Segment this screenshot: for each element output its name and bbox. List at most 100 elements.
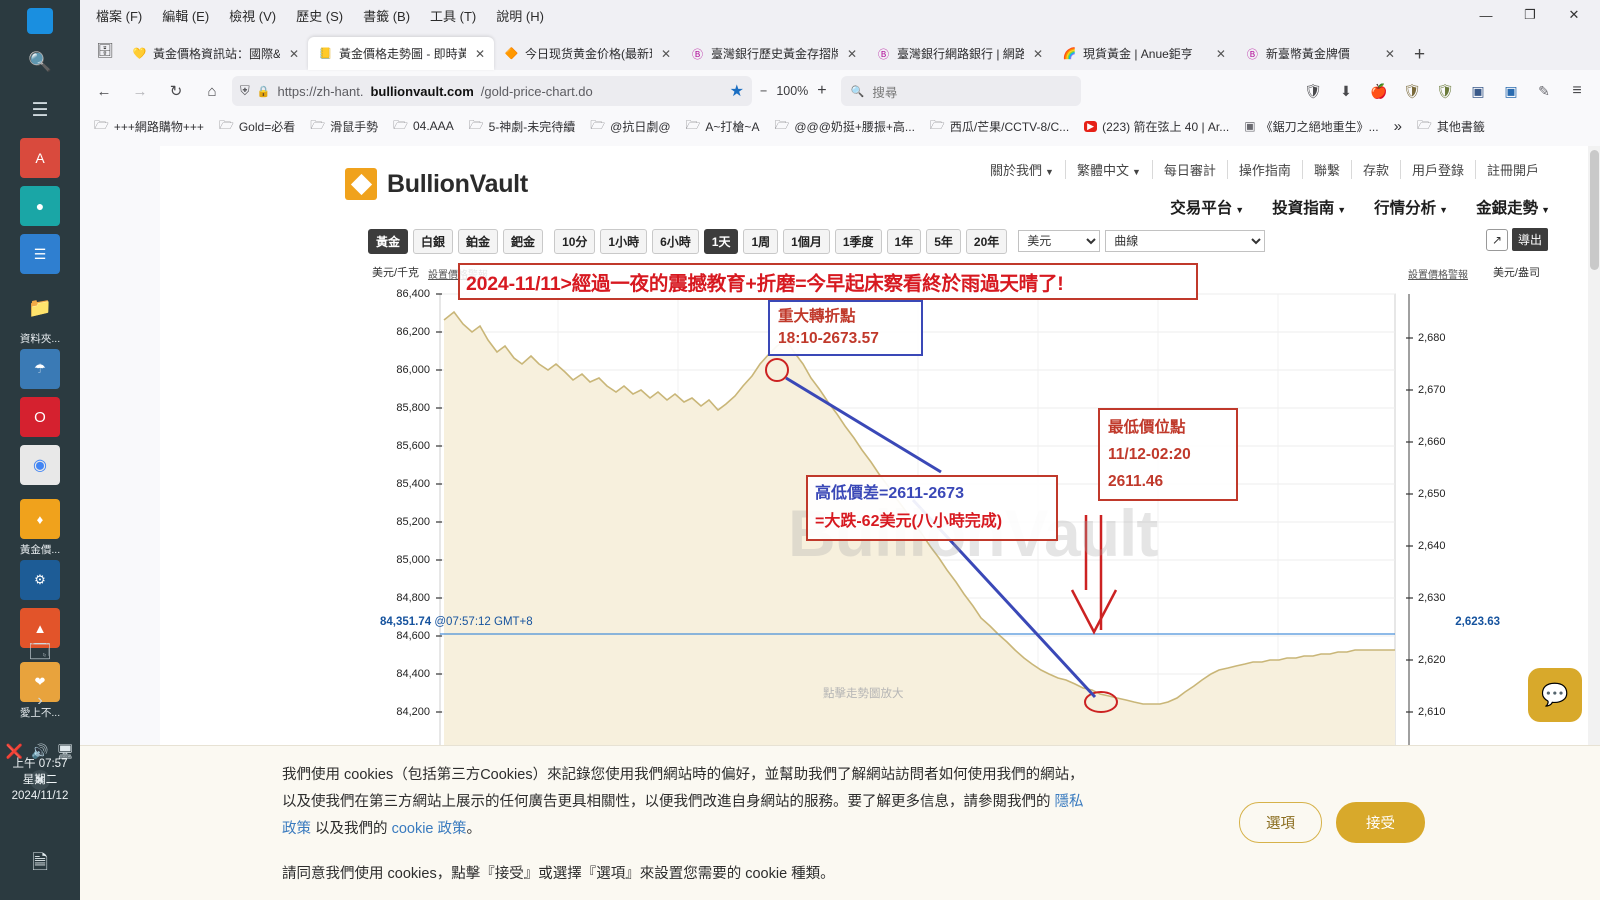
tab-close-icon[interactable]: ✕ bbox=[1032, 46, 1043, 61]
period-button-1month[interactable]: 1個月 bbox=[783, 228, 830, 254]
page-scrollbar[interactable] bbox=[1588, 146, 1600, 746]
bookmark-item-other[interactable]: 🗁 其他書籤 bbox=[1411, 114, 1491, 139]
chrome-icon[interactable]: ◉ bbox=[20, 445, 60, 485]
zoom-level[interactable]: 100% bbox=[776, 84, 809, 98]
top-nav-language[interactable]: 繁體中文 ▼ bbox=[1066, 160, 1153, 179]
cookie-options-button[interactable]: 選項 bbox=[1239, 802, 1322, 843]
search-icon[interactable]: 🔍 bbox=[28, 52, 52, 73]
minimize-button[interactable]: — bbox=[1479, 7, 1493, 23]
bookmark-item-8[interactable]: 🗁 西瓜/芒果/CCTV-8/C... bbox=[924, 114, 1075, 139]
task-view-icon[interactable]: ☰ bbox=[31, 99, 49, 121]
taskbar-item-gold-price[interactable]: ♦ 黃金價... bbox=[2, 495, 78, 556]
back-icon[interactable]: ← bbox=[96, 82, 112, 100]
currency-select[interactable]: 美元 bbox=[1018, 230, 1101, 252]
period-button-1week[interactable]: 1周 bbox=[743, 228, 779, 254]
browser-tab-6[interactable]: Ⓑ 新臺幣黃金牌價 ✕ bbox=[1235, 37, 1404, 70]
browser-tab-5[interactable]: 🌈 現貨黃金 | Anue鉅亨 ✕ bbox=[1052, 37, 1235, 70]
menu-help[interactable]: 說明 (H) bbox=[496, 8, 544, 24]
bookmark-item-9[interactable]: ▶ (223) 箭在弦上 40 | Ar... bbox=[1078, 116, 1235, 137]
zoom-in-button[interactable]: + bbox=[817, 82, 827, 99]
bookmarks-overflow-button[interactable]: » bbox=[1388, 116, 1408, 137]
privacy-policy-link[interactable]: 隱私政策 bbox=[282, 794, 1084, 837]
bookmark-item-3[interactable]: 🗁 04.AAA bbox=[387, 114, 460, 139]
bookmark-item-1[interactable]: 🗁 Gold=必看 bbox=[213, 114, 301, 139]
app-red-icon[interactable]: A bbox=[20, 138, 60, 178]
close-tray-icon[interactable]: ❌ bbox=[5, 743, 24, 759]
start-button-icon[interactable] bbox=[27, 8, 53, 34]
expand-chart-icon[interactable]: ↗ bbox=[1485, 228, 1508, 251]
nav-item-invest-guide[interactable]: 投資指南 ▼ bbox=[1272, 196, 1346, 218]
browser-tab-1[interactable]: 📒 黃金價格走勢圖 - 即時黃 ✕ bbox=[308, 37, 494, 70]
chat-support-button[interactable]: 💬 bbox=[1528, 668, 1582, 722]
export-button[interactable]: 導出 bbox=[1511, 228, 1548, 251]
browser-tab-2[interactable]: 🔶 今日现货黄金价格(最新现 ✕ bbox=[494, 37, 680, 70]
app-teal-icon[interactable]: ● bbox=[20, 186, 60, 226]
menu-edit[interactable]: 編輯 (E) bbox=[162, 8, 210, 24]
maximize-button[interactable]: ❐ bbox=[1524, 7, 1536, 22]
new-tab-button[interactable]: + bbox=[1413, 44, 1426, 65]
taskbar-item-folder[interactable]: 📁 資料夾... bbox=[2, 284, 78, 345]
tab-close-icon[interactable]: ✕ bbox=[1384, 46, 1395, 61]
metal-button-silver[interactable]: 白銀 bbox=[413, 228, 454, 254]
site-logo[interactable]: BullionVault bbox=[345, 168, 528, 200]
translate-icon[interactable]: ▣ bbox=[1504, 82, 1518, 99]
apple-extension-icon[interactable]: 🍎 bbox=[1370, 82, 1388, 99]
top-nav-deposit[interactable]: 存款 bbox=[1352, 160, 1401, 179]
period-button-10min[interactable]: 10分 bbox=[554, 228, 596, 254]
page-scrollbar-thumb[interactable] bbox=[1590, 150, 1599, 270]
nav-item-market-analysis[interactable]: 行情分析 ▼ bbox=[1374, 196, 1448, 218]
bookmark-item-6[interactable]: 🗁 A~打槍~A bbox=[680, 114, 766, 139]
brave-icon[interactable]: ▲ bbox=[20, 608, 60, 648]
display-icon[interactable]: 🖥 bbox=[56, 743, 75, 759]
top-nav-about[interactable]: 關於我們 ▼ bbox=[979, 160, 1066, 179]
shield-extension-icon[interactable]: 🛡 bbox=[1304, 82, 1322, 99]
metal-button-gold[interactable]: 黃金 bbox=[368, 228, 409, 254]
tab-close-icon[interactable]: ✕ bbox=[846, 46, 857, 61]
menu-history[interactable]: 歷史 (S) bbox=[296, 8, 344, 24]
notes-icon[interactable]: 🗔 bbox=[29, 641, 51, 663]
bookmark-star-icon[interactable]: ★ bbox=[729, 83, 744, 100]
period-button-5years[interactable]: 5年 bbox=[926, 228, 961, 254]
chart-style-select[interactable]: 曲線 bbox=[1105, 230, 1266, 252]
lock-icon[interactable]: 🔒 bbox=[256, 85, 271, 98]
browser-tab-4[interactable]: Ⓑ 臺灣銀行網路銀行 | 網路 ✕ bbox=[866, 37, 1052, 70]
cookie-accept-button[interactable]: 接受 bbox=[1336, 802, 1425, 843]
opera-icon[interactable]: O bbox=[20, 397, 60, 437]
zoom-out-button[interactable]: − bbox=[760, 84, 768, 98]
close-icon[interactable]: ✖ bbox=[30, 770, 50, 790]
period-button-20years[interactable]: 20年 bbox=[965, 228, 1008, 254]
list-all-tabs-icon[interactable]: 🗄 bbox=[96, 41, 114, 58]
close-button[interactable]: ✕ bbox=[1568, 7, 1580, 22]
tab-close-icon[interactable]: ✕ bbox=[288, 46, 299, 61]
tray-dismiss[interactable]: ✖ bbox=[0, 770, 80, 790]
tab-close-icon[interactable]: ✕ bbox=[660, 46, 671, 61]
shield-icon[interactable]: ⛨ bbox=[240, 83, 250, 98]
home-icon[interactable]: ⌂ bbox=[207, 82, 217, 100]
taskbar-clock[interactable]: 上午 07:57 星期二 2024/11/12 bbox=[0, 756, 80, 804]
tab-close-icon[interactable]: ✕ bbox=[474, 46, 485, 61]
top-nav-daily-audit[interactable]: 每日審計 bbox=[1153, 160, 1228, 179]
period-button-1year[interactable]: 1年 bbox=[886, 228, 922, 254]
forward-icon[interactable]: → bbox=[132, 82, 148, 100]
top-nav-contact[interactable]: 聯繫 bbox=[1303, 160, 1352, 179]
period-button-1quarter[interactable]: 1季度 bbox=[834, 228, 882, 254]
reload-icon[interactable]: ↻ bbox=[169, 83, 183, 100]
metal-button-palladium[interactable]: 鈀金 bbox=[503, 228, 544, 254]
app-blue-icon[interactable]: ☰ bbox=[20, 234, 60, 274]
menu-tools[interactable]: 工具 (T) bbox=[430, 8, 477, 24]
taskbar-item-love-app[interactable]: ❤ 愛上不... bbox=[2, 658, 78, 719]
cookie-policy-link[interactable]: cookie 政策 bbox=[391, 821, 467, 837]
bookmark-item-2[interactable]: 🗁 滑鼠手勢 bbox=[304, 114, 384, 139]
volume-icon[interactable]: 🔊 bbox=[31, 743, 49, 759]
bookmark-item-4[interactable]: 🗁 5-神劇-未完待續 bbox=[463, 114, 582, 139]
app-menu-icon[interactable]: ≡ bbox=[1572, 82, 1582, 99]
address-bar[interactable]: ⛨ 🔒 https://zh-hant. bullionvault.com/gol… bbox=[232, 76, 752, 106]
period-button-1day[interactable]: 1天 bbox=[703, 228, 739, 254]
period-button-6hours[interactable]: 6小時 bbox=[652, 228, 699, 254]
app-globe-icon[interactable]: ☂ bbox=[20, 349, 60, 389]
search-input[interactable]: 搜尋 bbox=[872, 85, 898, 100]
top-nav-guide[interactable]: 操作指南 bbox=[1228, 160, 1303, 179]
price-alert-right[interactable]: 設置價格警報 bbox=[1408, 270, 1468, 281]
account-icon[interactable]: ✎ bbox=[1538, 82, 1550, 99]
metal-button-platinum[interactable]: 鉑金 bbox=[458, 228, 499, 254]
